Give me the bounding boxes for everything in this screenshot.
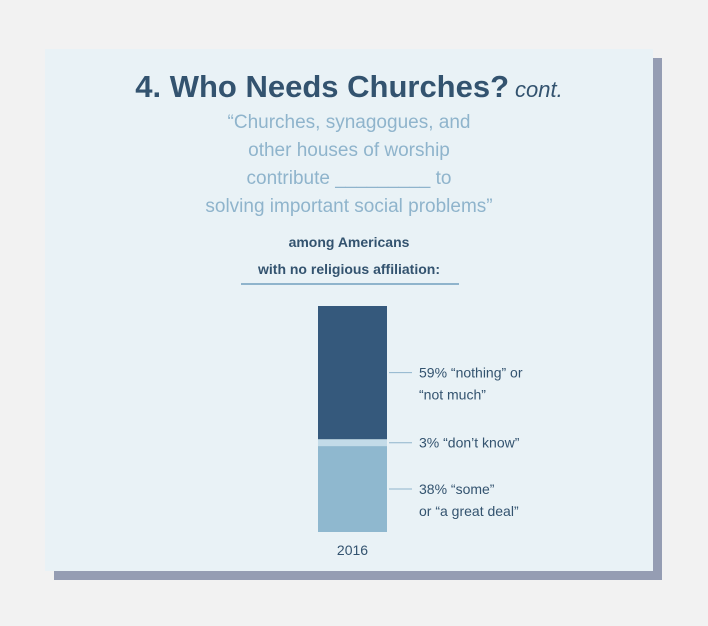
stacked-bar-chart: 59% “nothing” or “not much” 3% “don’t know… bbox=[318, 306, 523, 558]
quote-line: solving important social problems” bbox=[205, 196, 493, 217]
label-nothing: 59% “nothing” or “not much” bbox=[419, 365, 523, 403]
label-line: “not much” bbox=[419, 387, 486, 403]
label-line: or “a great deal” bbox=[419, 503, 519, 519]
label-line: 3% “don’t know” bbox=[419, 435, 520, 451]
page-title: 4. Who Needs Churches? cont. bbox=[45, 69, 653, 105]
label-line: 59% “nothing” or bbox=[419, 365, 523, 381]
x-tick-label: 2016 bbox=[337, 542, 368, 558]
label-line: 38% “some” bbox=[419, 481, 495, 497]
subtitle-line: among Americans bbox=[288, 234, 410, 250]
bar-segment-dont-know bbox=[318, 439, 387, 447]
quote-line: contribute _________ to bbox=[246, 168, 452, 189]
title-text: 4. Who Needs Churches? bbox=[135, 69, 510, 104]
label-dont-know: 3% “don’t know” bbox=[419, 435, 520, 451]
quote-line: other houses of worship bbox=[248, 140, 450, 161]
label-some: 38% “some” or “a great deal” bbox=[419, 481, 519, 519]
quote-line: “Churches, synagogues, and bbox=[227, 112, 471, 133]
title-suffix: cont. bbox=[515, 77, 563, 102]
bar-segment-some bbox=[318, 446, 387, 532]
population-subtitle: among Americans with no religious affili… bbox=[45, 229, 653, 283]
infographic-card: 4. Who Needs Churches? cont. “Churches, s… bbox=[45, 49, 653, 571]
subtitle-line: with no religious affiliation: bbox=[258, 261, 440, 277]
survey-question: “Churches, synagogues, and other houses … bbox=[45, 109, 653, 221]
subtitle-divider bbox=[241, 283, 459, 285]
bar-segment-nothing bbox=[318, 306, 387, 440]
